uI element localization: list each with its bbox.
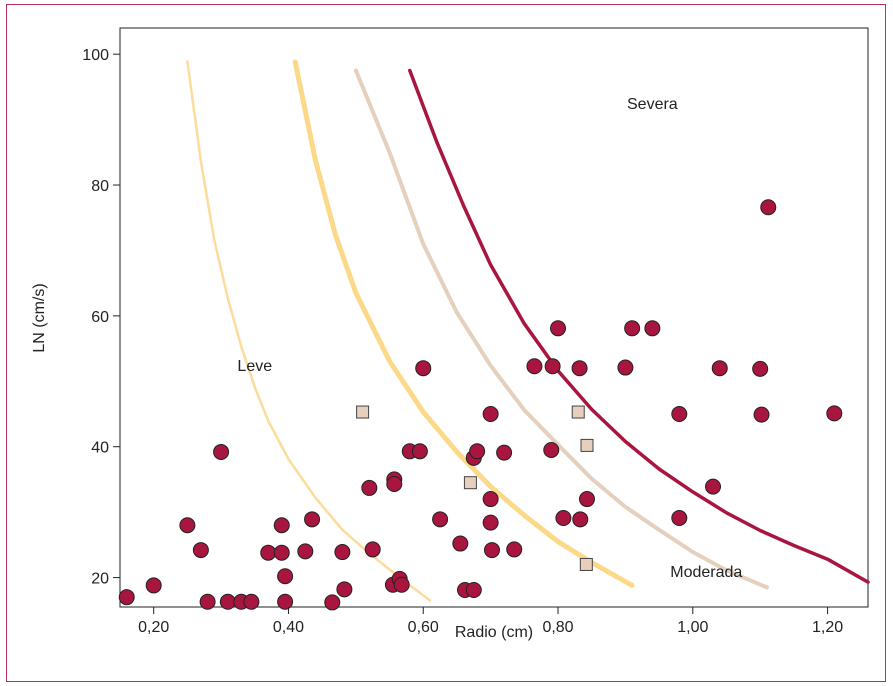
data-point-circle <box>705 478 722 495</box>
data-point-circle <box>199 593 216 610</box>
annotation-label: Moderada <box>670 564 742 581</box>
data-point-circle <box>415 360 432 377</box>
data-point-circle <box>760 199 777 216</box>
data-point-circle <box>260 544 277 561</box>
x-tick-label: 0,40 <box>273 619 304 636</box>
data-point-circle <box>277 568 294 585</box>
x-axis-title: Radio (cm) <box>455 624 533 641</box>
data-point-circle <box>452 535 469 552</box>
data-point-circle <box>219 593 236 610</box>
data-point-circle <box>543 441 560 458</box>
data-point-square <box>571 405 585 419</box>
annotations: Severa Leve Moderada <box>237 96 742 581</box>
data-point-circle <box>277 593 294 610</box>
data-point-circle <box>361 479 378 496</box>
data-point-square <box>463 476 477 490</box>
data-point-circle <box>304 511 321 528</box>
data-point-circle <box>572 511 589 528</box>
data-point-circle <box>753 406 770 423</box>
x-tick-label: 0,80 <box>542 619 573 636</box>
curve-3 <box>353 68 769 590</box>
data-point-circle <box>671 406 688 422</box>
x-tick-label: 0,20 <box>138 619 169 636</box>
annotation-label: Leve <box>237 358 272 375</box>
data-point-circle <box>506 541 523 558</box>
data-point-circle <box>578 491 595 508</box>
data-point-circle <box>192 542 209 559</box>
data-point-circle <box>145 577 162 594</box>
data-point-circle <box>555 510 572 527</box>
data-point-circle <box>550 320 567 337</box>
data-point-circle <box>393 576 410 593</box>
data-point-square <box>579 557 593 571</box>
x-axis-ticks: 0,20 0,40 0,60 0,80 1,00 1,20 <box>138 607 843 636</box>
data-point-circle <box>752 360 769 377</box>
data-point-circle <box>324 594 341 611</box>
data-point-circle <box>213 443 230 460</box>
data-point-circle <box>118 589 135 606</box>
y-tick-label: 60 <box>91 309 109 326</box>
y-tick-label: 40 <box>91 440 109 457</box>
data-point-square <box>580 438 594 452</box>
data-point-circle <box>179 517 196 534</box>
data-point-circle <box>544 358 561 375</box>
data-point-circle <box>624 320 641 337</box>
data-point-circle <box>482 406 499 422</box>
data-point-circle <box>386 476 403 493</box>
y-axis-ticks: 20 40 60 80 100 <box>82 47 120 588</box>
y-tick-label: 80 <box>91 178 109 195</box>
data-point-circle <box>469 443 486 460</box>
data-point-circle <box>826 405 843 422</box>
data-point-circle <box>432 511 449 528</box>
data-point-circle <box>465 581 482 598</box>
plot-area <box>119 27 869 608</box>
data-point-circle <box>482 514 499 531</box>
threshold-curves <box>186 59 870 602</box>
data-point-circle <box>671 510 688 527</box>
data-point-circle <box>526 358 543 375</box>
y-tick-label: 20 <box>91 571 109 588</box>
y-axis-title: LN (cm/s) <box>31 283 48 352</box>
y-tick-label: 100 <box>82 47 109 64</box>
annotation-label: Severa <box>627 96 678 113</box>
data-point-circle <box>273 517 290 534</box>
data-points <box>118 199 843 611</box>
x-tick-label: 1,00 <box>677 619 708 636</box>
data-point-circle <box>334 544 351 561</box>
x-tick-label: 0,60 <box>408 619 439 636</box>
data-point-circle <box>617 359 634 376</box>
data-point-square <box>356 405 370 419</box>
data-point-circle <box>496 444 513 461</box>
data-point-circle <box>483 542 500 559</box>
data-point-circle <box>243 593 260 610</box>
data-point-circle <box>364 541 381 558</box>
x-tick-label: 1,20 <box>812 619 843 636</box>
data-point-circle <box>411 443 428 460</box>
data-point-circle <box>273 544 290 561</box>
data-point-circle <box>336 581 353 598</box>
curve-4 <box>408 68 870 584</box>
data-point-circle <box>571 360 588 377</box>
data-point-circle <box>644 320 661 337</box>
data-point-circle <box>711 360 728 377</box>
data-point-circle <box>482 491 499 508</box>
curve-2 <box>292 59 635 588</box>
data-point-circle <box>297 543 314 560</box>
